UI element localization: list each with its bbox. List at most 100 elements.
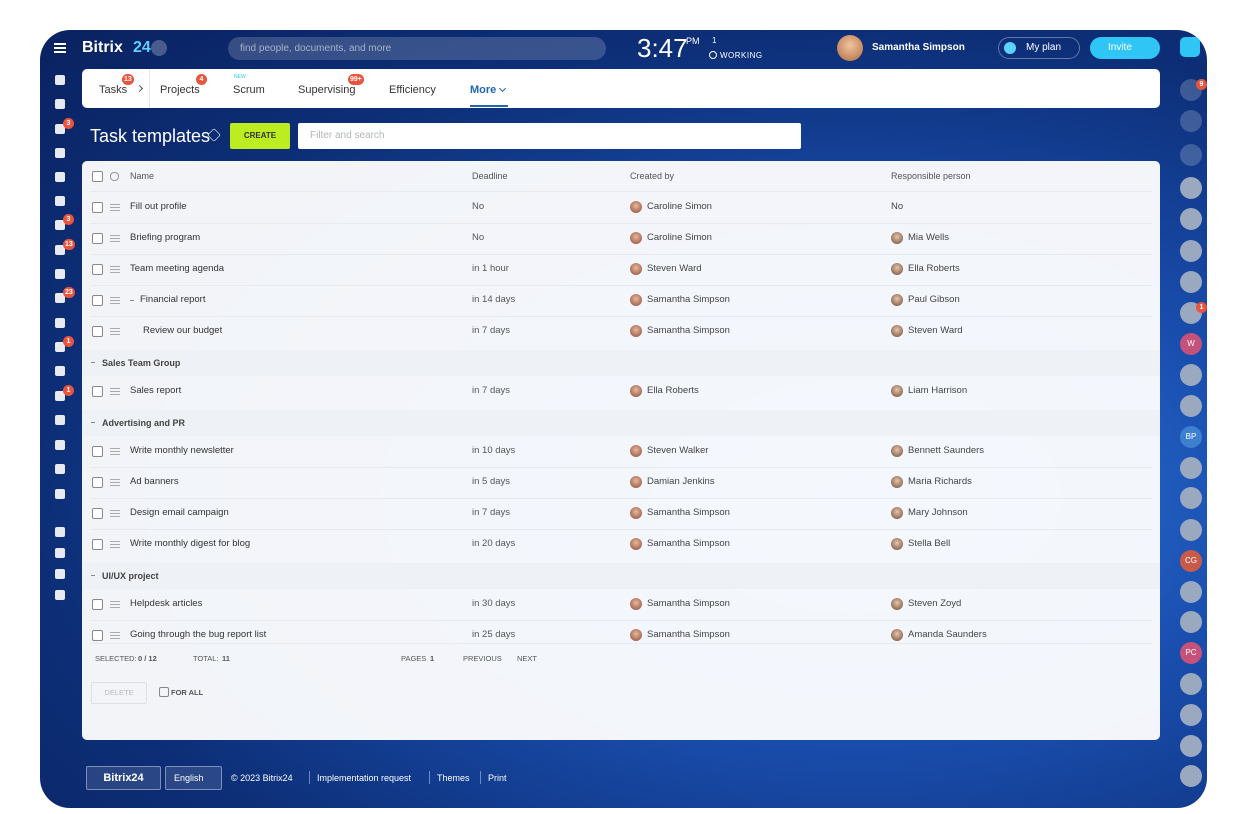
tab[interactable]: Scrum [233,84,265,96]
sidebar-icon[interactable] [55,172,65,182]
sidebar-icon[interactable] [55,220,65,230]
row-checkbox[interactable] [92,446,103,457]
row-menu[interactable] [110,601,120,608]
row-checkbox[interactable] [92,295,103,306]
responsible[interactable]: Amanda Saunders [908,629,987,640]
user-name[interactable]: Samantha Simpson [872,42,965,53]
sidebar-avatar[interactable] [1180,673,1202,695]
group-toggle[interactable] [91,362,95,363]
sidebar-icon[interactable] [55,148,65,158]
sidebar-avatar[interactable] [1180,364,1202,386]
responsible[interactable]: Paul Gibson [908,294,960,305]
row-checkbox[interactable] [92,386,103,397]
task-name[interactable]: Design email campaign [130,507,229,518]
footer-link[interactable]: Implementation request [317,773,412,783]
sidebar-icon[interactable] [55,569,65,579]
row-menu[interactable] [110,204,120,211]
previous-button[interactable]: PREVIOUS [463,654,502,663]
sidebar-icon[interactable] [55,440,65,450]
sidebar-icon[interactable] [55,527,65,537]
responsible[interactable]: Mia Wells [908,232,949,243]
sidebar-icon[interactable] [55,590,65,600]
column-header[interactable]: Created by [630,171,675,181]
row-menu[interactable] [110,541,120,548]
created-by[interactable]: Steven Walker [647,445,709,456]
sidebar-avatar[interactable]: PC [1180,642,1202,664]
sidebar-avatar[interactable] [1180,581,1202,603]
created-by[interactable]: Caroline Simon [647,232,712,243]
row-menu[interactable] [110,632,120,639]
sidebar-icon[interactable] [55,196,65,206]
sidebar-icon[interactable] [55,99,65,109]
tab[interactable]: Efficiency [389,84,436,96]
logo-menu[interactable] [151,40,167,56]
task-name[interactable]: Write monthly digest for blog [130,538,251,549]
row-menu[interactable] [110,388,120,395]
responsible[interactable]: Ella Roberts [908,263,960,274]
responsible[interactable]: Steven Zoyd [908,598,962,609]
responsible[interactable]: Stella Bell [908,538,951,549]
created-by[interactable]: Samantha Simpson [647,507,730,518]
tab[interactable]: More [470,84,497,96]
task-name[interactable]: Team meeting agenda [130,263,225,274]
responsible[interactable]: Bennett Saunders [908,445,985,456]
sidebar-avatar[interactable] [1180,611,1202,633]
tab[interactable]: Tasks [99,84,128,96]
task-name[interactable]: Review our budget [143,325,223,336]
plan-button[interactable]: My plan [998,37,1080,59]
created-by[interactable]: Samantha Simpson [647,598,730,609]
footer-link[interactable]: Themes [437,773,470,783]
sidebar-icon[interactable] [55,342,65,352]
task-name[interactable]: Fill out profile [130,201,187,212]
sidebar-avatar[interactable] [1180,735,1202,757]
subtask-toggle[interactable] [130,300,134,301]
row-menu[interactable] [110,510,120,517]
sidebar-avatar[interactable] [1180,144,1202,166]
sidebar-icon[interactable] [55,75,65,85]
created-by[interactable]: Damian Jenkins [647,476,715,487]
filter-input[interactable]: Filter and search [298,123,801,149]
invite-button[interactable]: Invite [1090,37,1160,59]
footer-logo[interactable]: Bitrix24 [86,766,161,790]
tab[interactable]: Projects [160,84,200,96]
search-box[interactable]: find people, documents, and more [228,37,606,60]
sidebar-avatar[interactable] [1180,208,1202,230]
created-by[interactable]: Ella Roberts [647,385,699,396]
header-checkbox[interactable] [92,171,103,182]
sidebar-avatar[interactable] [1180,457,1202,479]
created-by[interactable]: Samantha Simpson [647,629,730,640]
row-checkbox[interactable] [92,599,103,610]
created-by[interactable]: Samantha Simpson [647,538,730,549]
sidebar-icon[interactable] [55,318,65,328]
sidebar-icon[interactable] [55,293,65,303]
responsible[interactable]: Steven Ward [908,325,963,336]
create-button[interactable]: CREATE [230,123,290,149]
responsible[interactable]: Maria Richards [908,476,972,487]
created-by[interactable]: Samantha Simpson [647,294,730,305]
sidebar-avatar[interactable] [1180,395,1202,417]
row-checkbox[interactable] [92,477,103,488]
footer-link[interactable]: Print [488,773,507,783]
row-menu[interactable] [110,235,120,242]
row-menu[interactable] [110,328,120,335]
sidebar-icon[interactable] [55,489,65,499]
task-name[interactable]: Ad banners [130,476,179,487]
sidebar-avatar[interactable]: BP [1180,426,1202,448]
row-menu[interactable] [110,448,120,455]
delete-button[interactable]: DELETE [91,682,147,704]
sidebar-icon[interactable] [55,464,65,474]
user-avatar[interactable] [837,35,863,61]
responsible[interactable]: No [891,201,904,212]
sidebar-icon[interactable] [55,269,65,279]
sidebar-icon[interactable] [55,124,65,134]
responsible[interactable]: Liam Harrison [908,385,968,396]
sidebar-avatar[interactable] [1180,519,1202,541]
sidebar-avatar[interactable] [1180,704,1202,726]
group-toggle[interactable] [91,575,95,576]
sidebar-avatar[interactable] [1180,487,1202,509]
row-checkbox[interactable] [92,264,103,275]
page-number[interactable]: 1 [430,654,435,663]
task-name[interactable]: Write monthly newsletter [130,445,234,456]
row-menu[interactable] [110,297,120,304]
sidebar-icon[interactable] [55,245,65,255]
